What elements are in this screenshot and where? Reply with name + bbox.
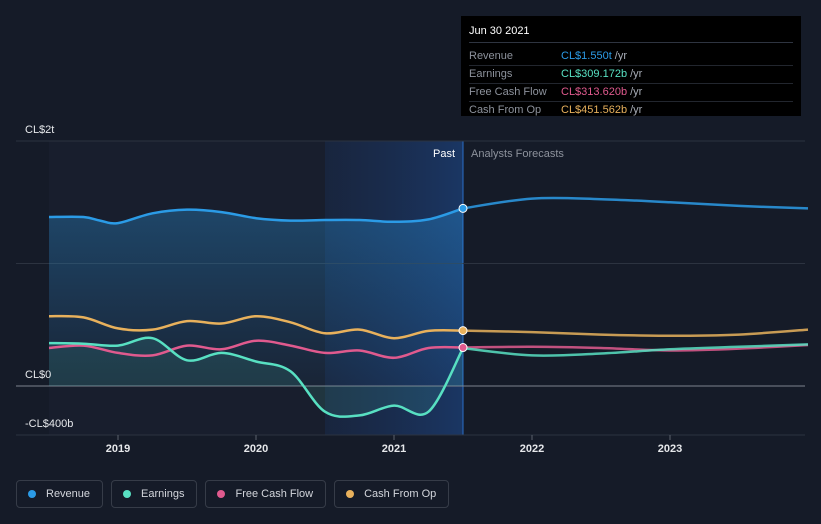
tooltip-label: Earnings bbox=[469, 68, 513, 80]
x-tick-label: 2020 bbox=[244, 443, 268, 455]
legend-dot-icon bbox=[123, 490, 132, 498]
x-tick-label: 2022 bbox=[520, 443, 544, 455]
tooltip-value: CL$451.562b bbox=[561, 104, 628, 116]
tooltip-label: Cash From Op bbox=[469, 104, 542, 116]
legend-label: Revenue bbox=[46, 488, 91, 500]
y-tick-label: -CL$400b bbox=[25, 418, 73, 430]
fcf-line-forecast bbox=[462, 343, 809, 352]
cfo-line-forecast bbox=[462, 328, 809, 338]
legend-dot-icon bbox=[28, 490, 36, 498]
x-tick-label: 2021 bbox=[382, 443, 406, 455]
tooltip-row-revenue: Revenue CL$1.550t /yr bbox=[469, 48, 793, 66]
legend-dot-icon bbox=[346, 490, 355, 498]
legend-label: Free Cash Flow bbox=[235, 488, 314, 500]
tooltip-unit: /yr bbox=[630, 104, 643, 116]
cfo-marker bbox=[458, 326, 468, 336]
y-tick-label: CL$2t bbox=[25, 124, 54, 136]
legend-label: Cash From Op bbox=[364, 488, 437, 500]
legend-item-earnings[interactable]: Earnings bbox=[111, 480, 198, 508]
tooltip-row-cfo: Cash From Op CL$451.562b /yr bbox=[469, 102, 793, 119]
legend: Revenue Earnings Free Cash Flow Cash Fro… bbox=[16, 480, 450, 508]
forecast-label: Analysts Forecasts bbox=[471, 148, 564, 160]
revenue-area bbox=[49, 208, 463, 386]
x-tick-label: 2023 bbox=[658, 443, 682, 455]
earnings-line-forecast bbox=[462, 343, 809, 357]
revenue-marker bbox=[458, 203, 468, 213]
tooltip-value: CL$309.172b bbox=[561, 68, 628, 80]
legend-label: Earnings bbox=[141, 488, 185, 500]
tooltip-row-earnings: Earnings CL$309.172b /yr bbox=[469, 66, 793, 84]
tooltip-label: Free Cash Flow bbox=[469, 86, 547, 98]
legend-item-cash-from-op[interactable]: Cash From Op bbox=[334, 480, 450, 508]
tooltip: Jun 30 2021 Revenue CL$1.550t /yr Earnin… bbox=[461, 16, 801, 116]
earnings-area bbox=[49, 337, 463, 417]
fcf-marker bbox=[458, 343, 468, 353]
fcf-line-past bbox=[48, 339, 464, 360]
tooltip-label: Revenue bbox=[469, 50, 514, 62]
tooltip-unit: /yr bbox=[630, 68, 643, 80]
x-tick-label: 2019 bbox=[106, 443, 130, 455]
tooltip-unit: /yr bbox=[614, 50, 627, 62]
tooltip-date: Jun 30 2021 bbox=[469, 25, 793, 43]
tooltip-value: CL$1.550t bbox=[561, 50, 612, 62]
legend-item-free-cash-flow[interactable]: Free Cash Flow bbox=[205, 480, 327, 508]
legend-dot-icon bbox=[217, 490, 226, 498]
legend-item-revenue[interactable]: Revenue bbox=[16, 480, 104, 508]
y-tick-label: CL$0 bbox=[25, 369, 51, 381]
tooltip-row-fcf: Free Cash Flow CL$313.620b /yr bbox=[469, 84, 793, 102]
tooltip-value: CL$313.620b bbox=[561, 86, 628, 98]
cfo-line-past bbox=[48, 314, 464, 340]
earnings-line-past bbox=[48, 336, 465, 418]
past-label: Past bbox=[433, 148, 455, 160]
tooltip-unit: /yr bbox=[630, 86, 643, 98]
revenue-line-past bbox=[48, 207, 464, 225]
revenue-line-forecast bbox=[462, 196, 809, 210]
